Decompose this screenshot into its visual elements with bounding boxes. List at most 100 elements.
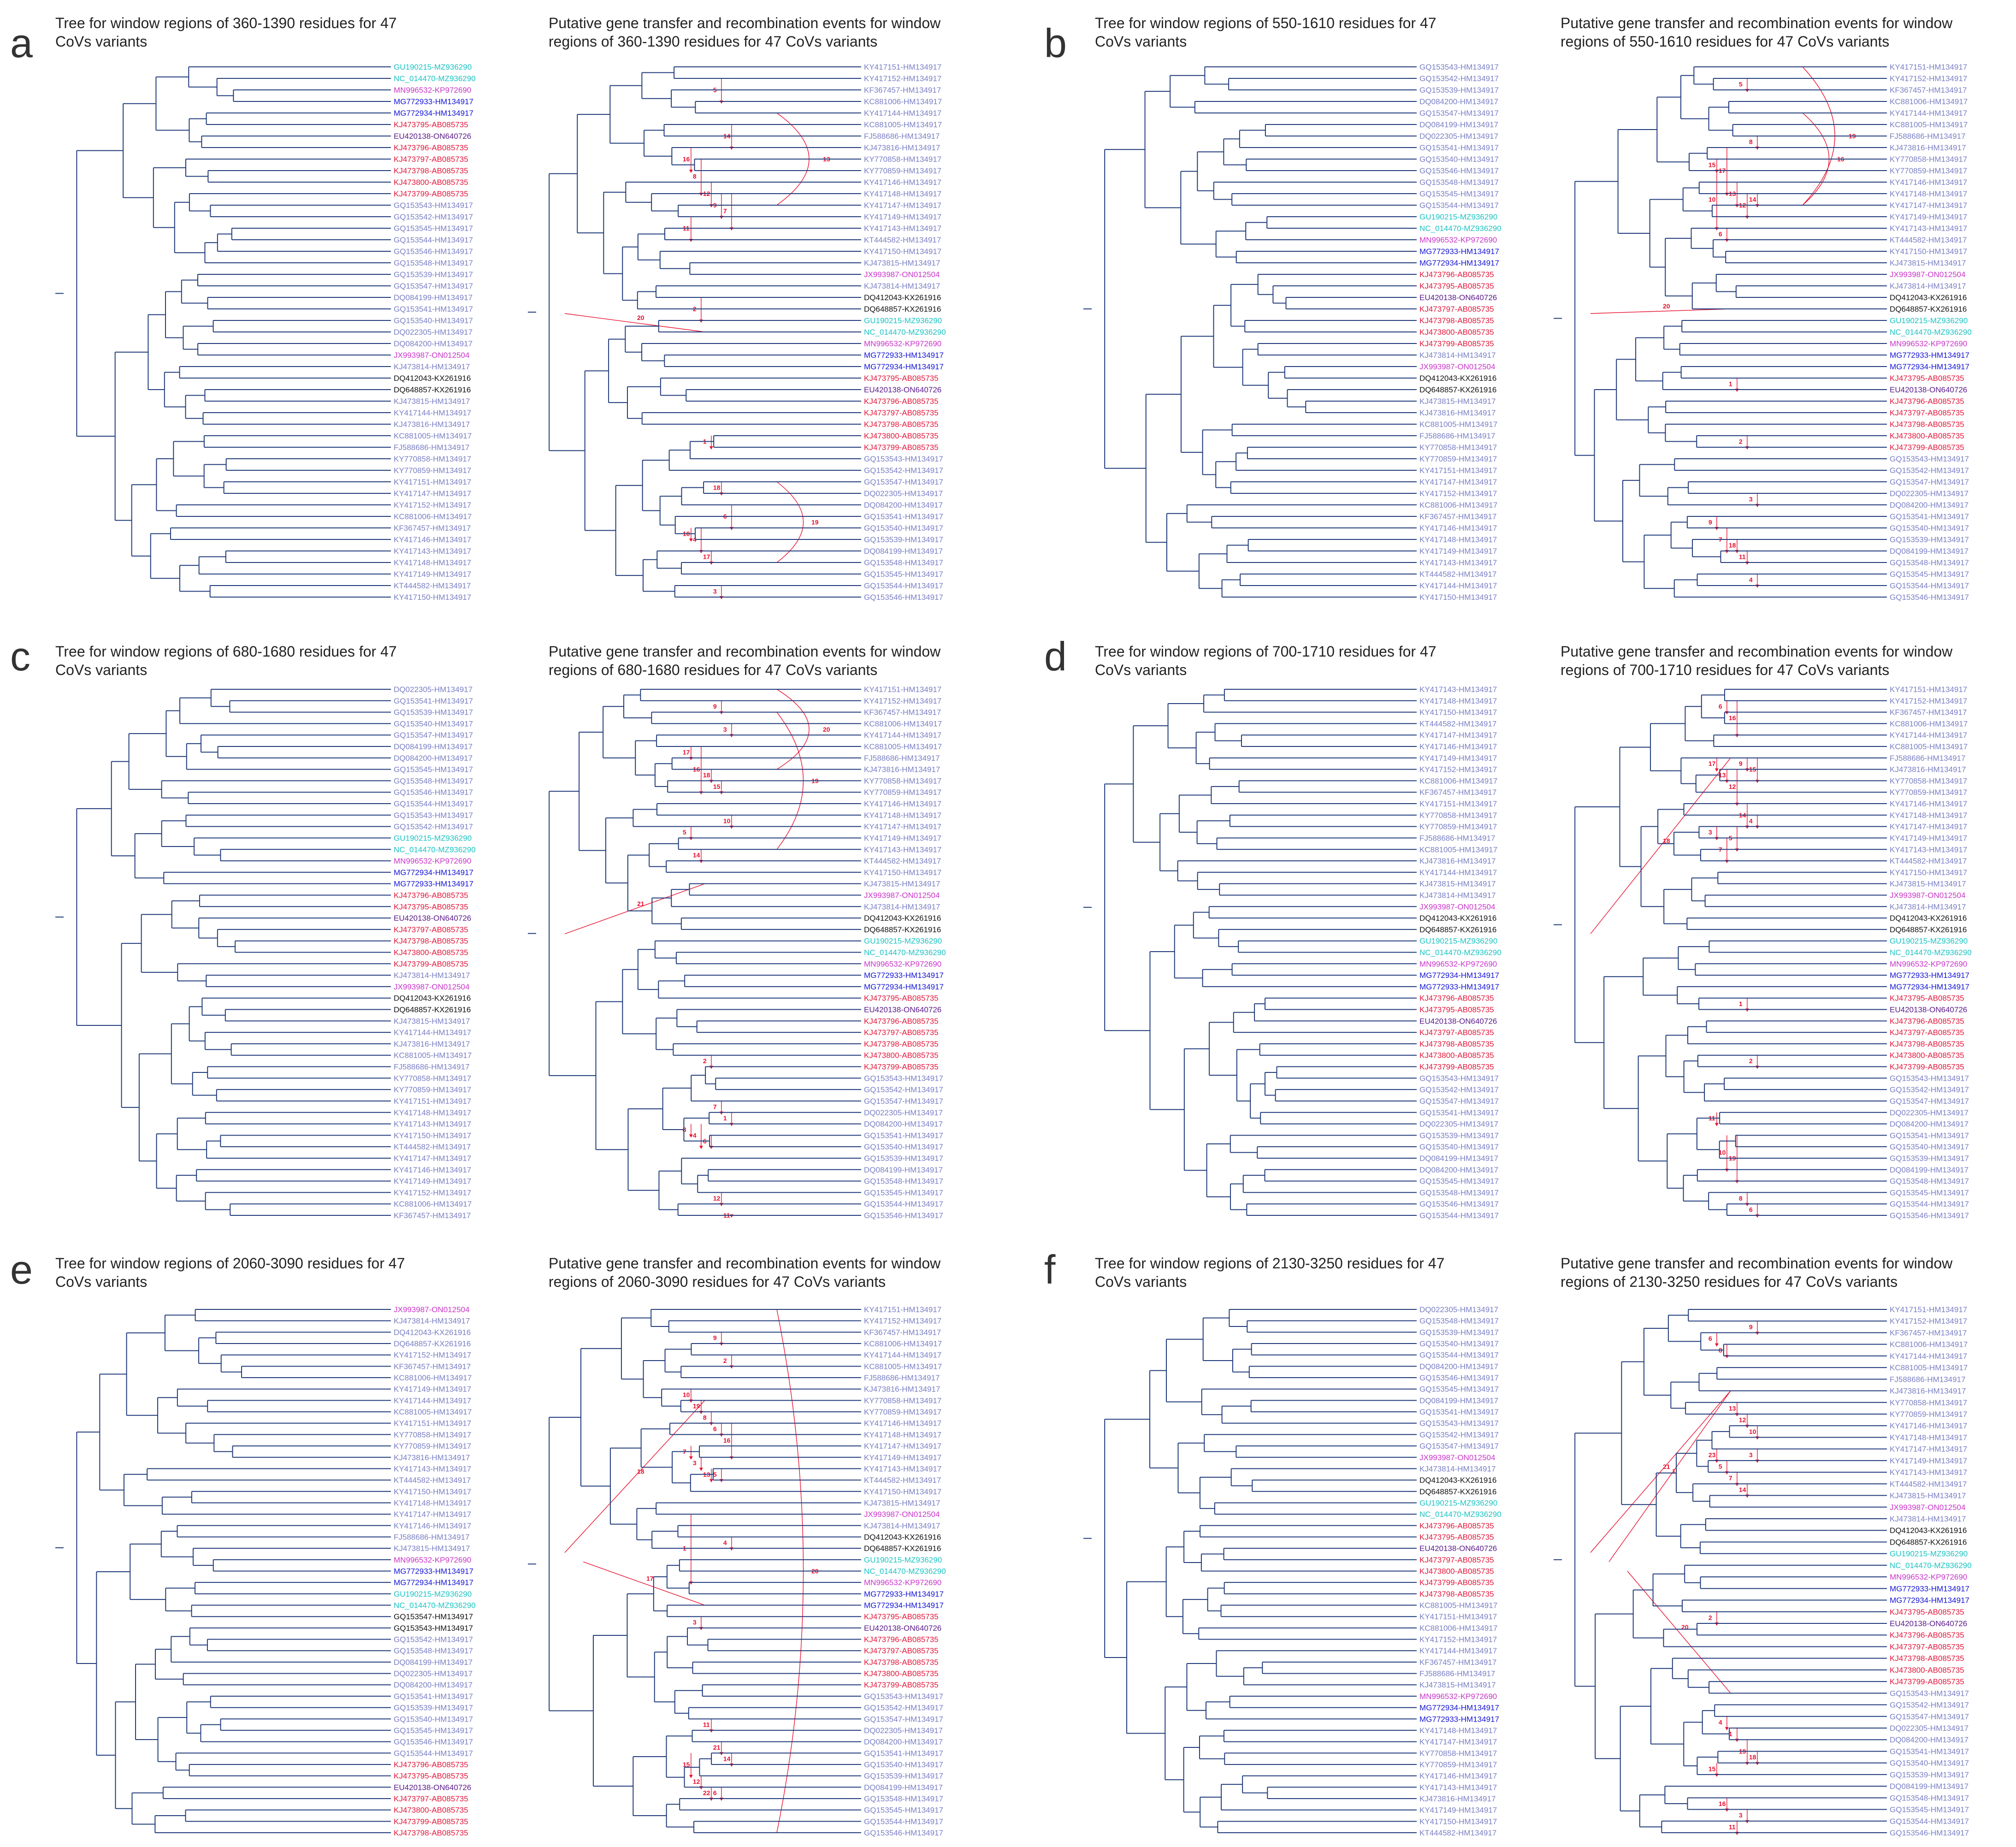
- gene-tree-c: KY417151-HM134917 KY417152-HM134917 KF3674…: [528, 685, 946, 1220]
- tree-leaf-label: KY417147-HM134917: [394, 489, 471, 498]
- tree-leaf-label: KY417148-HM134917: [394, 1108, 471, 1117]
- tree-leaf-label: KY417150-HM134917: [1419, 1817, 1497, 1826]
- tree-leaf-label: GQ153544-HM134917: [864, 1817, 943, 1826]
- tree-leaf-label: GQ153547-HM134917: [1890, 1712, 1969, 1721]
- tree-leaf-label: GQ153541-HM134917: [394, 305, 473, 314]
- transfer-tree-f: 2112017968131210235714324119181516113: [1590, 0, 1856, 1835]
- transfer-event: 5: [713, 78, 723, 104]
- tree-leaf-label: KJ473800-AB085735: [864, 1669, 939, 1678]
- tree-leaf-label: KY417152-HM134917: [1890, 697, 1967, 705]
- tree-leaf-label: EU420138-ON640726: [1419, 293, 1497, 302]
- tree-leaf-label: GQ153547-HM134917: [394, 1612, 473, 1621]
- tree-leaf-label: GQ153548-HM134917: [394, 1646, 473, 1655]
- event-arrowhead: [689, 539, 693, 542]
- tree-leaf-label: KJ473814-HM134917: [864, 902, 940, 911]
- tree-leaf-label: GQ153545-HM134917: [1890, 1188, 1969, 1197]
- tree-leaf-label: GQ153541-HM134917: [1419, 1408, 1499, 1416]
- tree-leaf-label: DQ084200-HM134917: [394, 754, 473, 763]
- transfer-event: 12: [703, 182, 713, 207]
- tree-leaf-label: KF367457-HM134917: [1890, 86, 1967, 95]
- transfer-event: 21: [564, 883, 705, 935]
- tree-leaf-label: EU420138-ON640726: [864, 1624, 941, 1633]
- tree-leaf-label: GQ153547-HM134917: [1890, 478, 1969, 486]
- event-number: 13: [1719, 771, 1726, 779]
- tree-leaf-label: KY770859-HM134917: [1419, 1760, 1497, 1769]
- tree-leaf-label: KY417146-HM134917: [394, 535, 471, 544]
- tree-leaf-label: KJ473800-AB085735: [394, 1806, 468, 1815]
- transfer-event: 6: [723, 505, 733, 530]
- tree-leaf-label: KC881005-HM134917: [1419, 845, 1497, 854]
- tree-leaf-label: KJ473815-HM134917: [394, 397, 470, 406]
- transfer-event: 4: [1719, 1716, 1729, 1730]
- tree-leaf-label: MN996532-KP972690: [394, 86, 471, 95]
- event-number: 3: [1709, 829, 1712, 836]
- tree-leaf-label: KY417143-HM134917: [394, 1120, 471, 1129]
- event-number: 16: [723, 1437, 731, 1444]
- tree-leaf-label: KY417149-HM134917: [394, 570, 471, 579]
- tree-leaf-label: DQ648857-KX261916: [394, 1006, 471, 1014]
- transfer-title: Putative gene transfer and recombination…: [1561, 1255, 1953, 1290]
- tree-leaf-label: KY417148-HM134917: [1890, 1433, 1967, 1442]
- event-arrow: [564, 313, 705, 332]
- tree-leaf-label: GQ153540-HM134917: [864, 1143, 943, 1151]
- tree-leaf-label: KJ473814-HM134917: [1419, 891, 1496, 900]
- event-number: 22: [703, 1789, 710, 1797]
- transfer-event: 15: [683, 1753, 693, 1778]
- tree-leaf-label: KJ473799-AB085735: [1890, 1677, 1964, 1686]
- tree-leaf-label: GQ153541-HM134917: [1890, 1131, 1969, 1140]
- tree-leaf-label: KC881006-HM134917: [864, 1339, 942, 1348]
- tree-leaf-label: KY417149-HM134917: [1890, 213, 1967, 221]
- tree-leaf-label: GQ153544-HM134917: [1419, 201, 1499, 210]
- event-number: 3: [1749, 1451, 1753, 1458]
- tree-leaf-label: KJ473815-HM134917: [864, 880, 940, 888]
- tree-leaf-label: MG772933-HM134917: [864, 351, 944, 360]
- tree-leaf-label: KY770859-HM134917: [1890, 788, 1967, 797]
- transfer-event: 15: [1749, 758, 1759, 783]
- tree-leaf-label: GQ153539-HM134917: [864, 1772, 943, 1781]
- tree-leaf-label: KY417151-HM134917: [864, 685, 941, 694]
- tree-leaf-label: KY417147-HM134917: [1890, 823, 1967, 831]
- event-arc: [776, 481, 804, 563]
- event-number: 3: [693, 1619, 697, 1626]
- tree-leaf-label: GQ153545-HM134917: [394, 765, 473, 774]
- tree-leaf-label: KJ473796-AB085735: [864, 397, 939, 406]
- tree-leaf-label: KY417147-HM134917: [864, 1442, 941, 1450]
- tree-leaf-label: KJ473815-HM134917: [1419, 397, 1496, 406]
- tree-leaf-label: KC881006-HM134917: [394, 512, 472, 521]
- tree-leaf-label: KJ473795-AB085735: [1890, 1608, 1964, 1616]
- tree-leaf-label: KY417147-HM134917: [1419, 1738, 1497, 1746]
- tree-leaf-label: KJ473799-AB085735: [394, 189, 468, 198]
- tree-leaf-label: DQ648857-KX261916: [1419, 925, 1496, 934]
- event-number: 4: [1749, 576, 1753, 584]
- tree-leaf-label: GQ153548-HM134917: [394, 776, 473, 785]
- tree-leaf-label: KJ473816-HM134917: [394, 1453, 470, 1462]
- tree-leaf-label: GQ153542-HM134917: [1890, 1701, 1969, 1710]
- event-number: 18: [1663, 837, 1670, 845]
- tree-leaf-label: GQ153544-HM134917: [864, 1200, 943, 1208]
- tree-leaf-label: KJ473799-AB085735: [864, 443, 939, 452]
- tree-leaf-label: KJ473797-AB085735: [394, 925, 468, 934]
- tree-leaf-label: DQ022305-HM134917: [1419, 1120, 1498, 1129]
- tree-leaf-label: GQ153547-HM134917: [1419, 1442, 1499, 1450]
- tree-leaf-label: KC881006-HM134917: [394, 1373, 472, 1382]
- tree-leaf-label: KJ473799-AB085735: [1419, 339, 1494, 348]
- tree-leaf-label: DQ648857-KX261916: [1890, 305, 1967, 314]
- tree-leaf-label: FJ588686-HM134917: [1890, 132, 1965, 141]
- tree-leaf-label: MN996532-KP972690: [1890, 959, 1967, 968]
- tree-leaf-label: KY417144-HM134917: [864, 109, 941, 118]
- tree-leaf-label: KJ473815-HM134917: [1890, 259, 1966, 267]
- tree-leaf-label: KY417147-HM134917: [394, 1154, 471, 1163]
- tree-leaf-label: GQ153548-HM134917: [864, 558, 943, 567]
- tree-leaf-label: GQ153540-HM134917: [1890, 1143, 1969, 1151]
- tree-leaf-label: KC881005-HM134917: [1890, 1363, 1968, 1372]
- event-number: 15: [1709, 1765, 1716, 1772]
- tree-leaf-label: KY417147-HM134917: [864, 823, 941, 831]
- tree-leaf-label: DQ084199-HM134917: [1890, 1166, 1969, 1174]
- transfer-event: 19: [1729, 1135, 1739, 1184]
- tree-leaf-label: KY417144-HM134917: [1419, 1646, 1497, 1655]
- event-number: 19: [811, 519, 819, 526]
- tree-leaf-label: KY417149-HM134917: [1890, 1456, 1967, 1465]
- tree-leaf-label: GQ153547-HM134917: [864, 1097, 943, 1106]
- tree-leaf-label: KJ473798-AB085735: [1890, 420, 1964, 429]
